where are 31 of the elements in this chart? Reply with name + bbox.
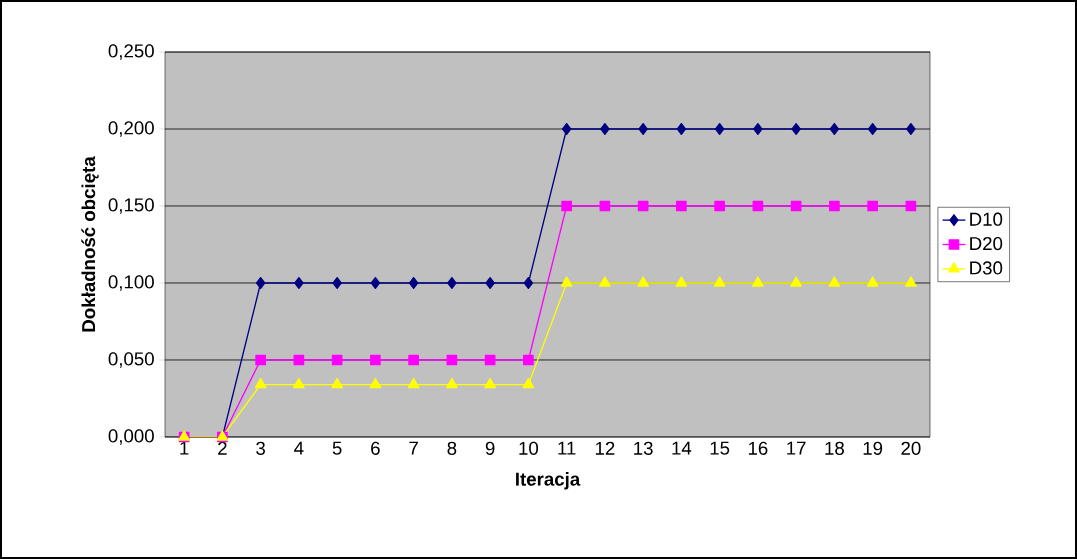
x-tick-label: 9 [485,441,495,455]
y-tick-label: 0,050 [108,352,154,368]
x-tick-label: 13 [634,441,653,455]
x-tick-label: 20 [901,441,921,455]
legend-label: D30 [970,261,1003,275]
legend-label: D20 [970,236,1003,251]
x-tick-label: 15 [710,441,730,455]
x-tick-label: 8 [447,441,457,455]
x-tick-label: 4 [294,441,304,455]
y-axis-title: Dokładność obcięta [81,156,99,332]
x-tick-label: 18 [825,441,844,455]
x-tick-label: 7 [409,441,418,455]
y-tick-label: 0,200 [108,121,154,137]
x-tick-label: 17 [787,441,806,455]
y-tick-label: 0,100 [108,275,154,291]
x-tick-label: 14 [672,441,692,455]
x-tick-label: 1 [180,441,189,455]
x-tick-label: 6 [371,441,380,455]
x-tick-label: 11 [558,441,576,455]
y-tick-label: 0,150 [108,198,154,214]
x-tick-label: 3 [256,441,265,455]
x-tick-label: 10 [519,441,539,455]
y-tick-label: 0,000 [108,429,154,445]
x-tick-label: 16 [748,441,768,455]
x-tick-label: 5 [332,441,342,455]
x-tick-label: 19 [863,441,883,455]
x-axis-title: Iteracja [516,472,581,490]
y-tick-label: 0,250 [108,44,154,60]
legend-label: D10 [970,212,1003,226]
x-tick-label: 2 [218,441,227,455]
x-tick-label: 12 [595,441,615,455]
